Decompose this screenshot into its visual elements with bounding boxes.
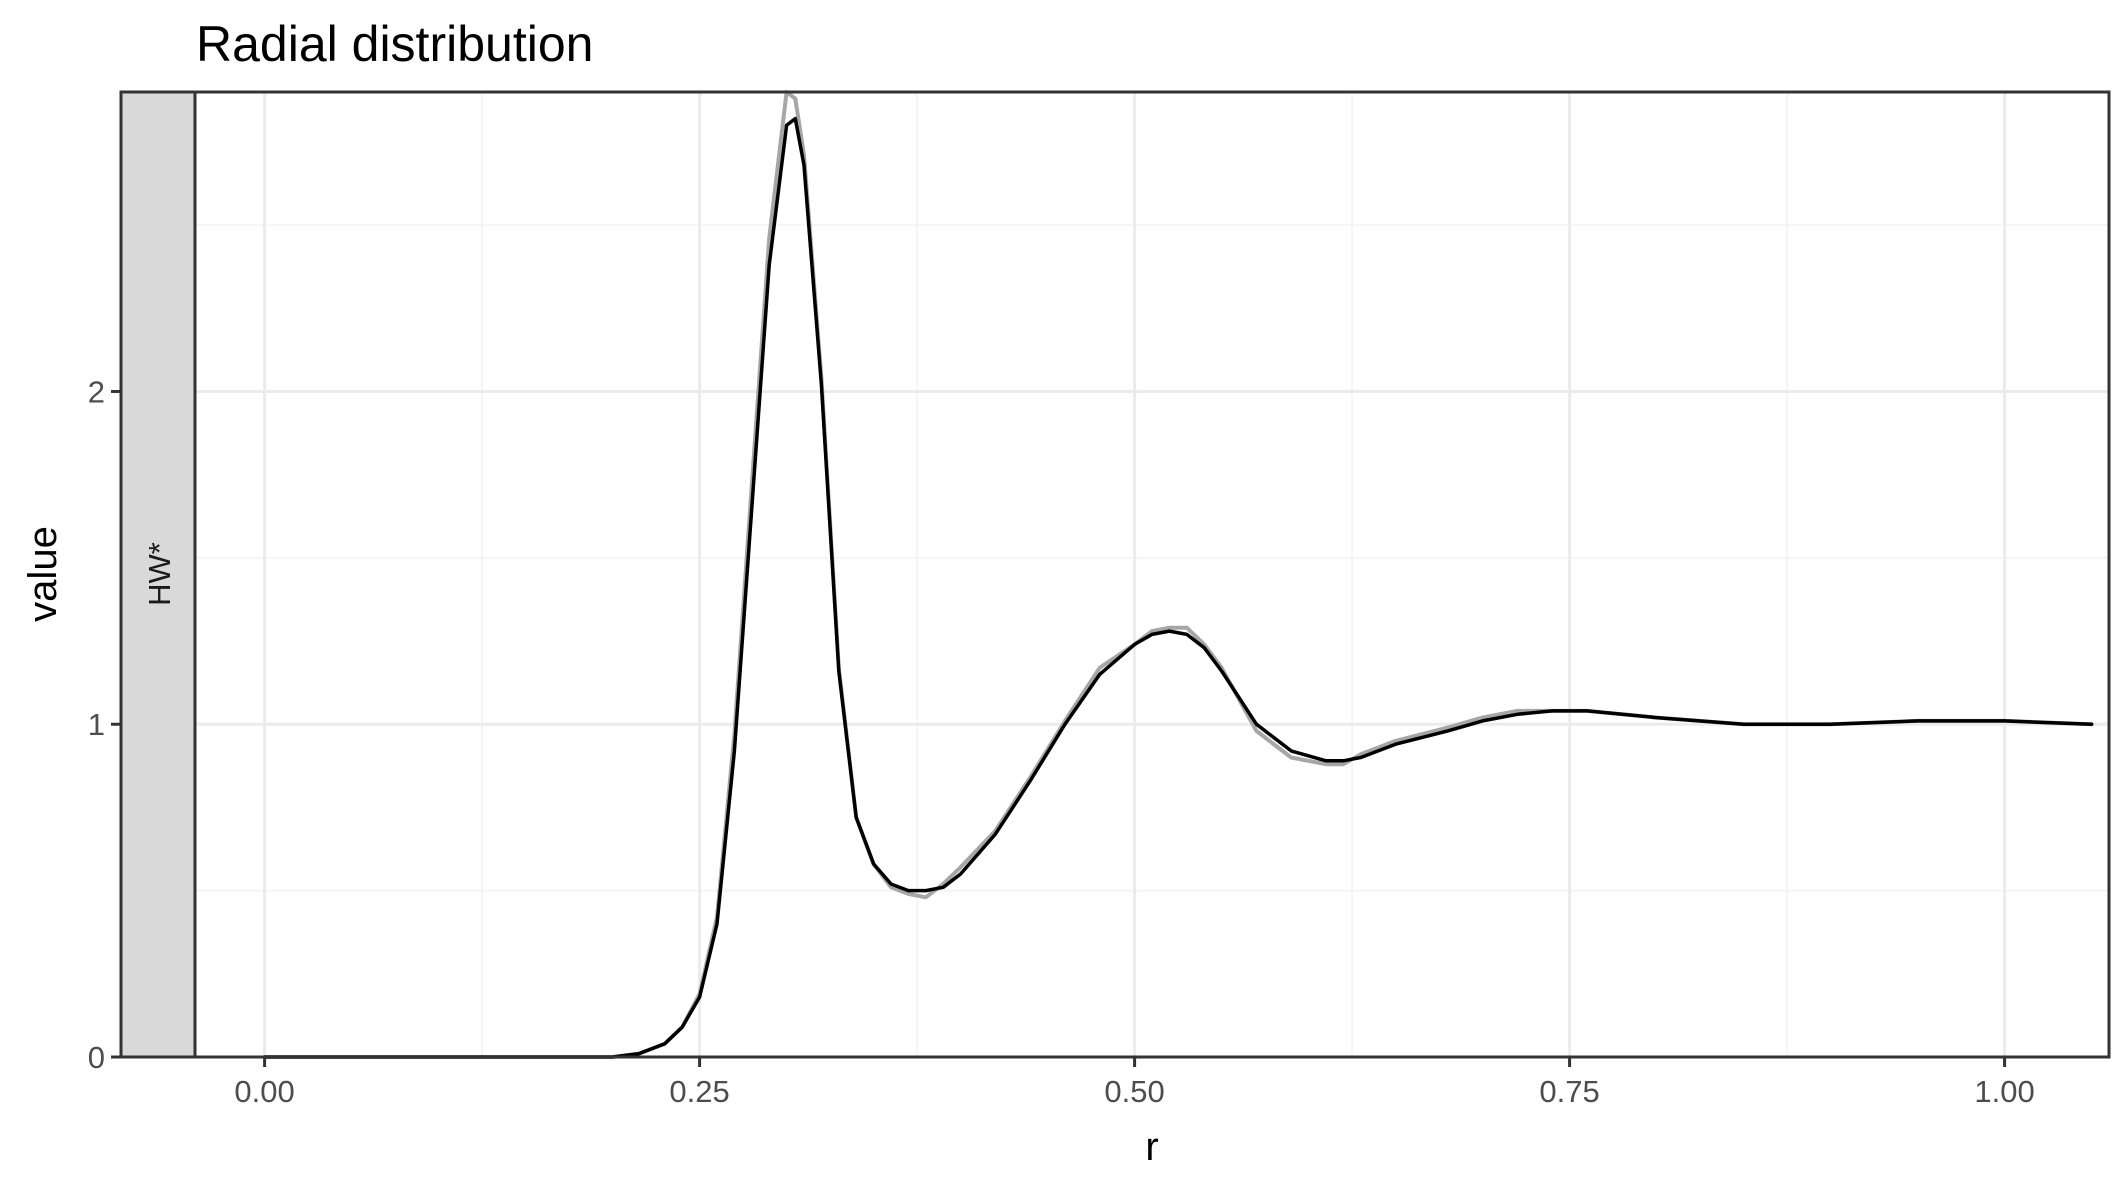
- x-tick-label: 0.25: [669, 1074, 729, 1109]
- x-tick-label: 1.00: [1974, 1074, 2034, 1109]
- y-tick-label: 0: [88, 1040, 105, 1075]
- facet-strip-label: HW*: [142, 542, 177, 606]
- facet-strip: [119, 90, 197, 1059]
- x-axis: 0.00 0.25 0.50 0.75 1.00: [234, 1057, 2035, 1109]
- x-axis-title: r: [1145, 1125, 1158, 1169]
- plot-panel: [195, 92, 2109, 1057]
- x-tick-label: 0.00: [234, 1074, 294, 1109]
- smoothed-series-line: [262, 116, 2094, 1059]
- y-tick-label: 2: [88, 374, 105, 409]
- chart-title: Radial distribution: [196, 16, 593, 72]
- x-tick-label: 0.50: [1104, 1074, 1164, 1109]
- y-axis-title: value: [21, 526, 65, 622]
- plot-border: [193, 90, 2111, 1059]
- x-tick-label: 0.75: [1539, 1074, 1599, 1109]
- series-lines: [262, 90, 2094, 1059]
- y-tick-label: 1: [88, 707, 105, 742]
- y-axis: 0 1 2: [88, 374, 121, 1075]
